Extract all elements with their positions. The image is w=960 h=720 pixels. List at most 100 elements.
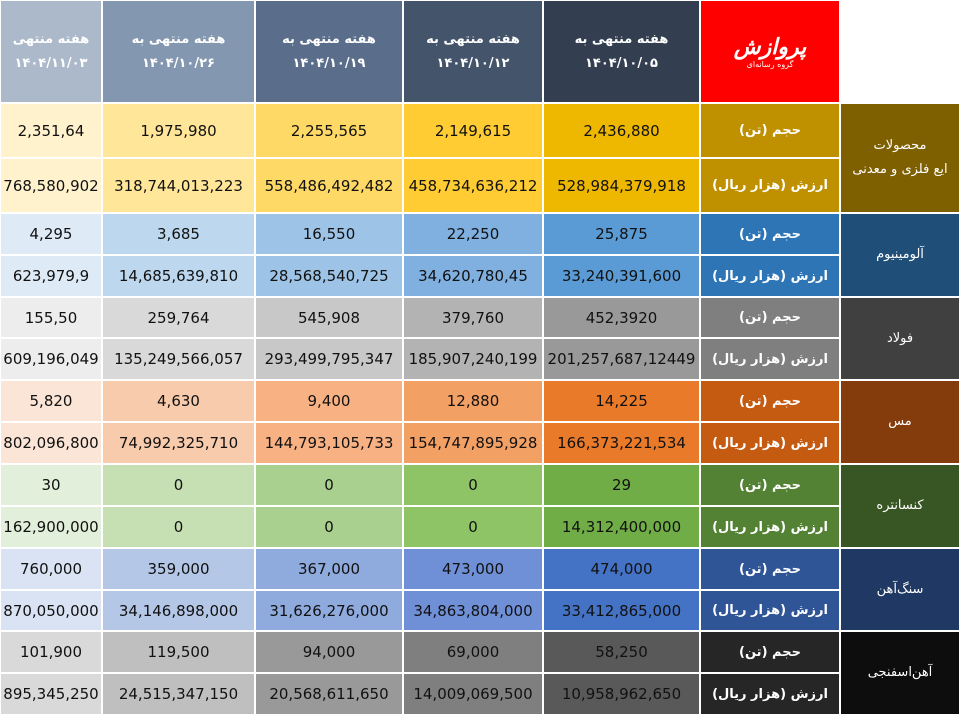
value-cell: 474,000 — [543, 548, 700, 590]
value-cell: 30 — [0, 464, 102, 506]
value: 9,400 — [307, 392, 351, 410]
value-cell: 29 — [543, 464, 700, 506]
value: 4,630 — [157, 392, 200, 410]
metric-label: ارزش (هزار ریال) — [712, 435, 828, 451]
value: 185,907,240,199 — [408, 350, 538, 368]
column-date: ۱۴۰۴/۱۰/۰۵ — [585, 55, 658, 71]
logo-title: پروازش — [733, 34, 807, 60]
value: 4,295 — [29, 225, 73, 243]
column-label: هفته منتهی به — [574, 31, 669, 47]
value-cell: 10,958,962,650 — [543, 673, 700, 715]
value-cell: 20,568,611,650 — [255, 673, 403, 715]
value: 74,992,325,710 — [118, 434, 239, 452]
group-name: محصولات ایع فلزی و معدنی — [840, 103, 960, 213]
group-name-line: سنگ‌آهن — [876, 581, 924, 597]
value: 94,000 — [302, 643, 356, 661]
column-header: هفته منتهی به ۱۴۰۴/۱۰/۱۲ — [403, 0, 543, 103]
value: 0 — [173, 518, 184, 536]
metric: حجم (تن) — [700, 464, 840, 506]
column-date: ۱۴۰۴/۱۰/۱۹ — [292, 55, 366, 71]
metric: ارزش (هزار ریال) — [700, 673, 840, 715]
value: 12,880 — [446, 392, 500, 410]
value-cell: 119,500 — [102, 631, 255, 673]
column-header: هفته منتهی به ۱۴۰۴/۱۰/۲۶ — [102, 0, 255, 103]
value: 2,351,64 — [17, 121, 85, 140]
metric: حجم (تن) — [700, 548, 840, 590]
value-cell: 359,000 — [102, 548, 255, 590]
column-header: هفته منتهی به ۱۴۰۴/۱۰/۰۵ — [543, 0, 700, 103]
value-cell: 25,875 — [543, 213, 700, 255]
value: 528,984,379,918 — [557, 176, 686, 195]
value: 24,515,347,150 — [118, 685, 239, 703]
value-cell: 14,312,400,000 — [543, 506, 700, 548]
value-cell: 458,734,636,212 — [403, 158, 543, 213]
value-cell: 28,568,540,725 — [255, 255, 403, 297]
value: 474,000 — [590, 560, 653, 578]
metric-label: حجم (تن) — [739, 393, 801, 409]
value-cell: 34,620,780,45 — [403, 255, 543, 297]
group-name-line: ایع فلزی و معدنی — [852, 162, 948, 177]
value: 166,373,221,534 — [557, 434, 686, 452]
value-cell: 609,196,049 — [0, 338, 102, 380]
metric-label: ارزش (هزار ریال) — [712, 268, 828, 284]
metric-label: ارزش (هزار ریال) — [712, 686, 828, 702]
column-header: هفته منتهی ۱۴۰۴/۱۱/۰۳ — [0, 0, 102, 103]
value: 768,580,902 — [3, 176, 99, 195]
value-cell: 135,249,566,057 — [102, 338, 255, 380]
value-cell: 22,250 — [403, 213, 543, 255]
value: 259,764 — [147, 308, 210, 327]
value: 318,744,013,223 — [114, 176, 243, 195]
value: 154,747,895,928 — [408, 434, 538, 452]
value-cell: 101,900 — [0, 631, 102, 673]
value: 760,000 — [19, 560, 83, 578]
value-cell: 259,764 — [102, 297, 255, 338]
value: 34,620,780,45 — [418, 267, 528, 285]
value: 558,486,492,482 — [264, 176, 394, 195]
value: 33,240,391,600 — [561, 267, 682, 285]
value-cell: 58,250 — [543, 631, 700, 673]
value-cell: 33,240,391,600 — [543, 255, 700, 297]
value-cell: 0 — [255, 464, 403, 506]
metric: ارزش (هزار ریال) — [700, 255, 840, 297]
logo-subtitle: گروه رسانه‌ای — [746, 59, 794, 69]
value: 0 — [324, 476, 334, 494]
group-name-line: فولاد — [886, 330, 914, 346]
value: 155,50 — [24, 308, 78, 327]
value-cell: 1,975,980 — [102, 103, 255, 158]
value: 14,225 — [595, 392, 648, 410]
column-label: هفته منتهی — [12, 31, 90, 47]
value-cell: 0 — [102, 506, 255, 548]
value: 293,499,795,347 — [264, 350, 394, 368]
logo: پروازش گروه رسانه‌ای — [700, 0, 840, 103]
group-name: سنگ‌آهن — [840, 548, 960, 631]
value-cell: 5,820 — [0, 380, 102, 422]
value-cell: 623,979,9 — [0, 255, 102, 297]
value: 16,550 — [302, 225, 356, 243]
value-cell: 166,373,221,534 — [543, 422, 700, 464]
value: 34,146,898,000 — [118, 601, 239, 620]
value: 3,685 — [157, 225, 200, 243]
group-name-line: کنسانتره — [876, 498, 924, 513]
metric-label: ارزش (هزار ریال) — [712, 519, 828, 535]
metric-label: ارزش (هزار ریال) — [712, 178, 828, 193]
value-cell: 69,000 — [403, 631, 543, 673]
value-cell: 318,744,013,223 — [102, 158, 255, 213]
metric: حجم (تن) — [700, 631, 840, 673]
value-cell: 895,345,250 — [0, 673, 102, 715]
value-cell: 2,436,880 — [543, 103, 700, 158]
column-label: هفته منتهی به — [131, 31, 226, 47]
metric: حجم (تن) — [700, 380, 840, 422]
value-cell: 34,146,898,000 — [102, 590, 255, 631]
metric: ارزش (هزار ریال) — [700, 158, 840, 213]
metric-label: حجم (تن) — [739, 644, 801, 660]
value-cell: 367,000 — [255, 548, 403, 590]
value: 33,412,865,000 — [561, 601, 682, 620]
value: 162,900,000 — [3, 518, 99, 536]
value-cell: 558,486,492,482 — [255, 158, 403, 213]
metric: ارزش (هزار ریال) — [700, 590, 840, 631]
metric-label: حجم (تن) — [739, 226, 801, 242]
value: 452,3920 — [585, 308, 658, 327]
value: 0 — [468, 476, 478, 494]
value-cell: 4,630 — [102, 380, 255, 422]
value: 10,958,962,650 — [561, 685, 682, 703]
